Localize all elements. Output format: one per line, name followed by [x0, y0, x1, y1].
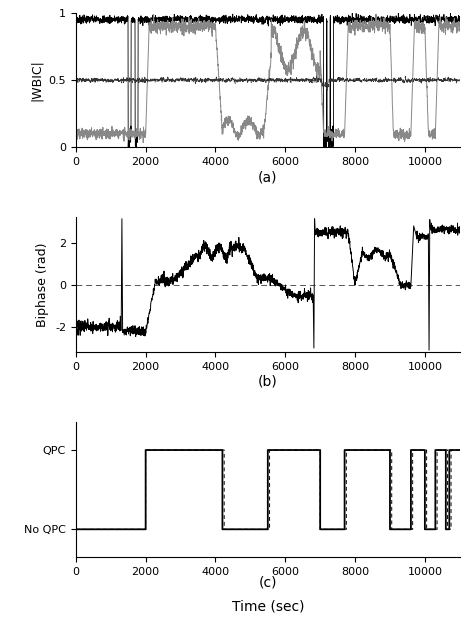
Text: (a): (a)	[258, 170, 278, 184]
Text: (b): (b)	[258, 375, 278, 389]
Text: Time (sec): Time (sec)	[232, 600, 304, 614]
Y-axis label: Biphase (rad): Biphase (rad)	[36, 242, 49, 327]
Y-axis label: |WBIC|: |WBIC|	[30, 59, 43, 101]
Text: (c): (c)	[258, 575, 277, 590]
